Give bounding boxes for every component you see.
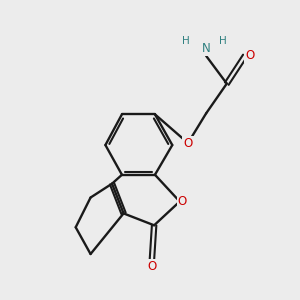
Text: N: N: [202, 42, 211, 55]
Text: O: O: [147, 260, 156, 273]
Text: O: O: [245, 50, 254, 62]
Text: H: H: [219, 36, 226, 46]
Text: O: O: [183, 136, 193, 150]
Text: H: H: [182, 36, 190, 46]
Text: O: O: [178, 195, 187, 208]
